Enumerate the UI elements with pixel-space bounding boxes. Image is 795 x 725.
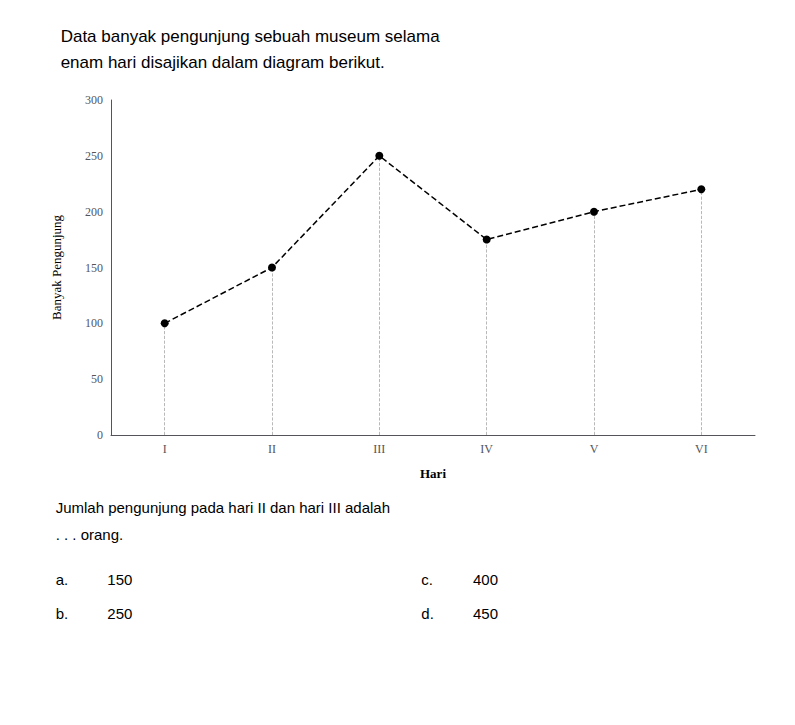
svg-text:Hari: Hari <box>420 466 446 481</box>
svg-text:200: 200 <box>85 205 103 219</box>
svg-text:100: 100 <box>85 316 103 330</box>
svg-text:. . . orang.: . . . orang. <box>56 526 124 543</box>
svg-text:Jumlah pengunjung pada hari II: Jumlah pengunjung pada hari II dan hari … <box>56 499 390 516</box>
svg-text:II: II <box>268 442 276 456</box>
svg-text:Banyak Pengunjung: Banyak Pengunjung <box>49 214 64 320</box>
svg-text:I: I <box>163 442 167 456</box>
svg-text:b.: b. <box>56 605 69 622</box>
svg-text:150: 150 <box>107 571 132 588</box>
svg-text:0: 0 <box>97 428 103 442</box>
svg-text:300: 300 <box>85 93 103 107</box>
svg-text:c.: c. <box>421 571 433 588</box>
svg-text:450: 450 <box>473 605 498 622</box>
svg-text:Data banyak pengunjung sebuah: Data banyak pengunjung sebuah museum sel… <box>61 27 441 46</box>
svg-text:d.: d. <box>421 605 434 622</box>
svg-text:VI: VI <box>695 442 708 456</box>
svg-text:V: V <box>590 442 599 456</box>
svg-text:IV: IV <box>480 442 493 456</box>
svg-text:250: 250 <box>85 149 103 163</box>
svg-text:a.: a. <box>56 571 69 588</box>
svg-text:50: 50 <box>91 372 103 386</box>
svg-text:400: 400 <box>473 571 498 588</box>
svg-text:250: 250 <box>107 605 132 622</box>
svg-text:III: III <box>373 442 385 456</box>
svg-text:150: 150 <box>85 261 103 275</box>
svg-text:enam hari disajikan dalam diag: enam hari disajikan dalam diagram beriku… <box>61 53 385 72</box>
